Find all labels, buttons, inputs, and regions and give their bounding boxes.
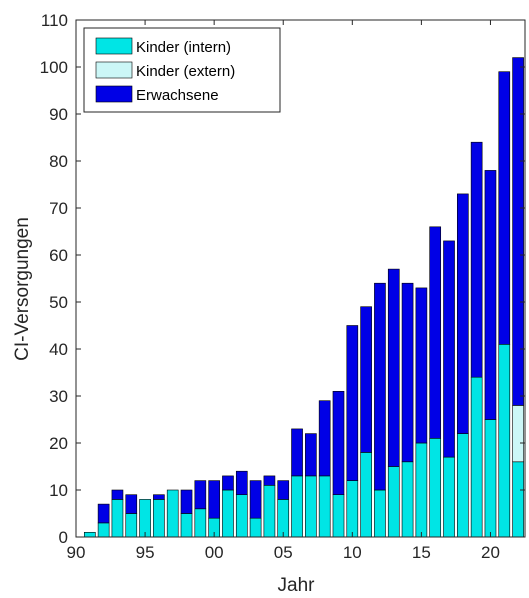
y-tick-label: 90	[49, 105, 68, 124]
bar-2012-series-0	[374, 489, 386, 538]
legend: Kinder (intern) Kinder (extern) Erwachsene	[83, 27, 281, 113]
bar-1995-series-0	[139, 499, 151, 538]
bar-2004-series-2	[263, 475, 276, 486]
bar-1992-series-0	[97, 522, 110, 538]
bar-2021-series-0	[498, 343, 511, 538]
x-tick-label: 15	[412, 543, 431, 562]
bar-2001-series-2	[222, 475, 234, 491]
bar-2008-series-0	[318, 475, 331, 538]
bar-1994-series-0	[125, 513, 138, 538]
x-tick-label: 10	[343, 543, 362, 562]
legend-swatch	[95, 85, 133, 103]
bar-2010-series-0	[346, 480, 359, 538]
bar-1996-series-0	[153, 499, 165, 538]
y-tick-label: 110	[41, 11, 68, 30]
bar-1992-series-2	[97, 503, 110, 524]
bar-2002-series-0	[235, 494, 248, 538]
bar-2000-series-2	[208, 480, 220, 519]
legend-label: Kinder (extern)	[136, 63, 235, 80]
bar-2006-series-0	[291, 475, 303, 538]
bar-2019-series-0	[470, 376, 483, 538]
bar-2009-series-0	[332, 494, 345, 538]
bar-2022-series-2	[512, 57, 524, 406]
x-tick-label: 00	[205, 543, 224, 562]
bar-2010-series-2	[346, 325, 359, 481]
bar-2019-series-2	[470, 141, 483, 378]
bar-2018-series-2	[456, 193, 469, 434]
y-tick-label: 80	[49, 152, 68, 171]
bar-1998-series-2	[180, 489, 193, 514]
bar-2020-series-2	[484, 170, 497, 420]
bar-1991-series-0	[83, 531, 96, 538]
bar-2007-series-0	[305, 475, 317, 538]
bar-2002-series-2	[235, 470, 248, 496]
bars-layer	[83, 57, 524, 538]
bar-1999-series-0	[194, 508, 207, 538]
x-tick-label: 05	[274, 543, 293, 562]
bar-1997-series-0	[166, 489, 179, 538]
bar-2020-series-0	[484, 419, 497, 538]
bar-2013-series-2	[387, 268, 400, 467]
bar-2021-series-2	[498, 71, 511, 345]
bar-2017-series-2	[443, 240, 455, 458]
bar-2014-series-0	[401, 461, 414, 538]
bar-1993-series-0	[111, 499, 124, 538]
y-tick-label: 50	[49, 293, 68, 312]
legend-swatch	[95, 61, 133, 79]
bar-2008-series-2	[318, 400, 331, 477]
bar-2007-series-2	[305, 433, 317, 477]
bar-2015-series-0	[415, 442, 428, 538]
y-axis-label: CI-Versorgungen	[12, 217, 33, 361]
bar-2001-series-0	[222, 489, 234, 538]
legend-label: Kinder (intern)	[136, 39, 231, 56]
legend-label: Erwachsene	[136, 87, 219, 104]
y-tick-label: 30	[49, 387, 68, 406]
x-tick-label: 95	[136, 543, 155, 562]
bar-2011-series-2	[360, 306, 372, 453]
bar-2012-series-2	[374, 282, 386, 491]
bar-2006-series-2	[291, 428, 303, 477]
bar-2009-series-2	[332, 390, 345, 495]
bar-2005-series-2	[277, 480, 290, 500]
bar-2018-series-0	[456, 433, 469, 538]
bar-1994-series-2	[125, 494, 138, 514]
bar-1996-series-2	[153, 494, 165, 500]
x-tick-label: 20	[481, 543, 500, 562]
bar-2016-series-2	[429, 226, 442, 439]
bar-2004-series-0	[263, 484, 276, 538]
bar-2014-series-2	[401, 282, 414, 463]
plot-frame	[75, 19, 526, 538]
y-tick-label: 0	[59, 528, 68, 547]
bar-2022-series-1	[512, 405, 524, 463]
bar-2015-series-2	[415, 287, 428, 444]
x-axis-label: Jahr	[278, 575, 316, 596]
y-tick-label: 10	[49, 481, 68, 500]
bar-2005-series-0	[277, 499, 290, 538]
bar-2011-series-0	[360, 452, 372, 538]
legend-swatch	[95, 37, 133, 55]
bar-2022-series-0	[512, 461, 524, 538]
y-tick-label: 40	[49, 340, 68, 359]
y-tick-label: 20	[49, 434, 68, 453]
x-tick-label: 90	[67, 543, 86, 562]
bar-1993-series-2	[111, 489, 124, 500]
bar-2016-series-0	[429, 437, 442, 538]
bar-2013-series-0	[387, 466, 400, 538]
y-tick-label: 70	[49, 199, 68, 218]
bar-1999-series-2	[194, 480, 207, 510]
bar-2003-series-0	[249, 517, 262, 538]
bar-2003-series-2	[249, 480, 262, 519]
axes-layer: 0 10 20 30 40 50 60 70 80 90 100 110 90 95 00 05 10 15 20	[40, 11, 526, 562]
y-tick-label: 100	[40, 58, 68, 77]
bar-1998-series-0	[180, 513, 193, 538]
bar-2017-series-0	[443, 456, 455, 538]
y-tick-label: 60	[49, 246, 68, 265]
